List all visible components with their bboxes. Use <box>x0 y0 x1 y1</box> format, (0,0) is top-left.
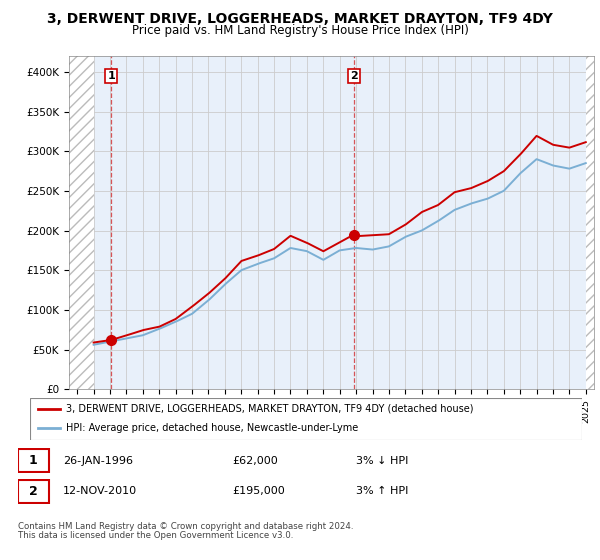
Text: 3% ↑ HPI: 3% ↑ HPI <box>356 487 409 496</box>
Text: Price paid vs. HM Land Registry's House Price Index (HPI): Price paid vs. HM Land Registry's House … <box>131 24 469 36</box>
Text: 3% ↓ HPI: 3% ↓ HPI <box>356 456 409 465</box>
Text: 2: 2 <box>350 71 358 81</box>
Text: 3, DERWENT DRIVE, LOGGERHEADS, MARKET DRAYTON, TF9 4DY: 3, DERWENT DRIVE, LOGGERHEADS, MARKET DR… <box>47 12 553 26</box>
Text: 3, DERWENT DRIVE, LOGGERHEADS, MARKET DRAYTON, TF9 4DY (detached house): 3, DERWENT DRIVE, LOGGERHEADS, MARKET DR… <box>66 404 473 414</box>
Text: 2: 2 <box>29 485 38 498</box>
Text: 1: 1 <box>29 454 38 467</box>
Text: 26-JAN-1996: 26-JAN-1996 <box>63 456 133 465</box>
Text: 1: 1 <box>107 71 115 81</box>
Text: £62,000: £62,000 <box>232 456 278 465</box>
Bar <box>69 56 94 389</box>
Text: Contains HM Land Registry data © Crown copyright and database right 2024.: Contains HM Land Registry data © Crown c… <box>18 522 353 531</box>
Text: This data is licensed under the Open Government Licence v3.0.: This data is licensed under the Open Gov… <box>18 531 293 540</box>
Bar <box>18 480 49 503</box>
Text: £195,000: £195,000 <box>232 487 285 496</box>
Bar <box>586 56 594 389</box>
Bar <box>18 449 49 472</box>
Text: 12-NOV-2010: 12-NOV-2010 <box>63 487 137 496</box>
Text: HPI: Average price, detached house, Newcastle-under-Lyme: HPI: Average price, detached house, Newc… <box>66 423 358 433</box>
